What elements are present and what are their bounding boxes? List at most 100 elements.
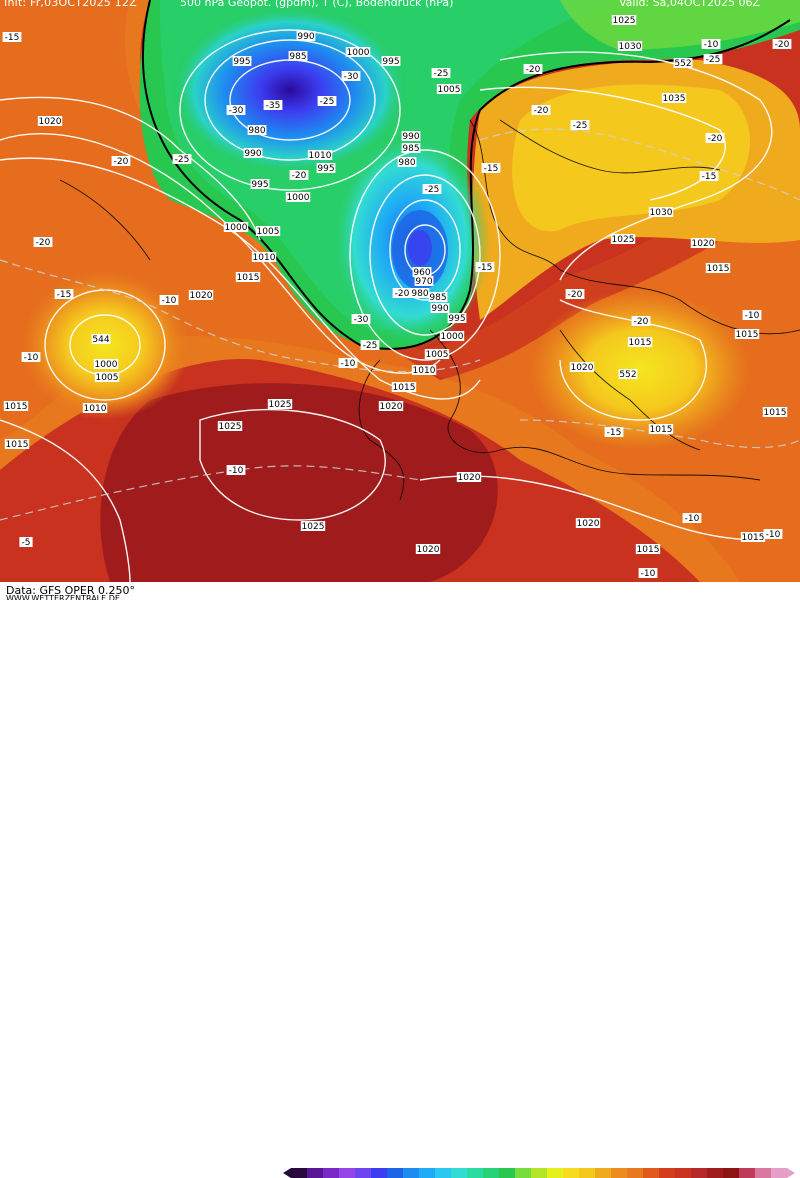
pressure-label: 1030 [619, 42, 642, 52]
colorbar-cell [723, 1167, 739, 1178]
temperature-label-bg [360, 340, 380, 350]
temperature-label: -25 [363, 341, 378, 351]
credit-label: WWW.WETTERZENTRALE.DE [6, 595, 120, 600]
colorbar-cell [771, 1167, 787, 1178]
pressure-label: 1015 [5, 402, 28, 412]
temperature-label: -30 [354, 315, 369, 325]
temperature-label: -15 [484, 164, 499, 174]
pressure-label: 1005 [96, 373, 119, 383]
pressure-label: 1030 [650, 208, 673, 218]
temperature-label: -20 [708, 134, 723, 144]
colorbar-cell [547, 1167, 563, 1178]
temperature-label-bg [263, 100, 283, 110]
temperature-label: -20 [775, 40, 790, 50]
pressure-label-bg [307, 150, 333, 160]
temperature-label-bg [54, 289, 74, 299]
temperature-label-bg [763, 529, 783, 539]
pressure-label: 1025 [612, 235, 635, 245]
pressure-label: 1020 [571, 363, 594, 373]
temperature-label-bg [475, 262, 495, 272]
pressure-label: 970 [415, 277, 432, 287]
temperature-label-bg [565, 289, 585, 299]
colorbar-cell [499, 1167, 515, 1178]
pressure-label-bg [255, 226, 281, 236]
temperature-label: -35 [266, 101, 281, 111]
pressure-label: 990 [402, 132, 419, 142]
pressure-label-bg [391, 382, 417, 392]
temperature-label: -10 [745, 311, 760, 321]
pressure-label: 995 [317, 164, 334, 174]
pressure-label-bg [217, 421, 243, 431]
weather-map: 1025 1030 995 985 990 1000 995 1005 1035 1020 980 9… [0, 0, 800, 582]
pressure-label-bg [316, 163, 336, 173]
pressure-label: 1010 [84, 404, 107, 414]
pressure-label: 1015 [637, 545, 660, 555]
pressure-label-bg [661, 93, 687, 103]
pressure-label-bg [4, 439, 30, 449]
temperature-label: -25 [320, 97, 335, 107]
pressure-label-bg [690, 238, 716, 248]
temperature-label-bg [2, 32, 22, 42]
pressure-label: 1015 [393, 383, 416, 393]
pressure-label-bg [617, 41, 643, 51]
colorbar-cell [579, 1167, 595, 1178]
temperature-label-bg [159, 295, 179, 305]
temperature-label-bg [742, 310, 762, 320]
temperature-label: -25 [706, 55, 721, 65]
temperature-label: -10 [766, 530, 781, 540]
pressure-label-bg [3, 401, 29, 411]
pressure-label-bg [37, 116, 63, 126]
colorbar-cell [755, 1167, 771, 1178]
temperature-label: -10 [162, 296, 177, 306]
temperature-label: -25 [573, 121, 588, 131]
footer: Data: GFS OPER 0.250° WWW.WETTERZENTRALE… [0, 582, 800, 1178]
pressure-label: 1015 [764, 408, 787, 418]
colorbar-cell [595, 1167, 611, 1178]
pressure-label-bg [94, 372, 120, 382]
pressure-label-bg [82, 403, 108, 413]
pressure-label-bg [611, 15, 637, 25]
temperature-label-bg [701, 39, 721, 49]
colorbar-cell [515, 1167, 531, 1178]
pressure-label-bg [414, 276, 434, 286]
pressure-label-bg [401, 143, 421, 153]
pressure-label-bg [223, 222, 249, 232]
pressure-label-bg [456, 472, 482, 482]
pressure-label: 1025 [613, 16, 636, 26]
geopotential-label-bg [91, 334, 111, 344]
colorbar-cell [691, 1167, 707, 1178]
temperature-label-bg [392, 288, 412, 298]
header-title: 500 hPa Geopot. (gpdm), T (C), Bodendruc… [180, 0, 454, 9]
pressure-label: 1000 [441, 332, 464, 342]
temperature-label-bg [33, 237, 53, 247]
pressure-label: 980 [411, 289, 428, 299]
pressure-label: 980 [248, 126, 265, 136]
pressure-label-bg [345, 47, 371, 57]
pressure-label-bg [447, 313, 467, 323]
pressure-label: 1000 [225, 223, 248, 233]
pressure-label-bg [648, 424, 674, 434]
pressure-label-bg [439, 331, 465, 341]
pressure-label-bg [635, 544, 661, 554]
pressure-label-bg [411, 365, 437, 375]
colorbar-cell [323, 1167, 339, 1178]
pressure-label: 985 [429, 293, 446, 303]
temperature-label-bg [422, 184, 442, 194]
pressure-label: 1015 [736, 330, 759, 340]
pressure-label: 1010 [253, 253, 276, 263]
pressure-label-bg [575, 518, 601, 528]
pressure-label: 1020 [458, 473, 481, 483]
pressure-label: 1010 [413, 366, 436, 376]
pressure-label-bg [424, 349, 450, 359]
pressure-label: 980 [398, 158, 415, 168]
colorbar-cell [307, 1167, 323, 1178]
colorbar-cell [371, 1167, 387, 1178]
pressure-label: 990 [244, 149, 261, 159]
temperature-label: -15 [607, 428, 622, 438]
pressure-label: 995 [233, 57, 250, 67]
temperature-label: -20 [634, 317, 649, 327]
temperature-label-bg [705, 133, 725, 143]
pressure-label-bg [243, 148, 263, 158]
geopotential-label: 544 [92, 335, 109, 345]
